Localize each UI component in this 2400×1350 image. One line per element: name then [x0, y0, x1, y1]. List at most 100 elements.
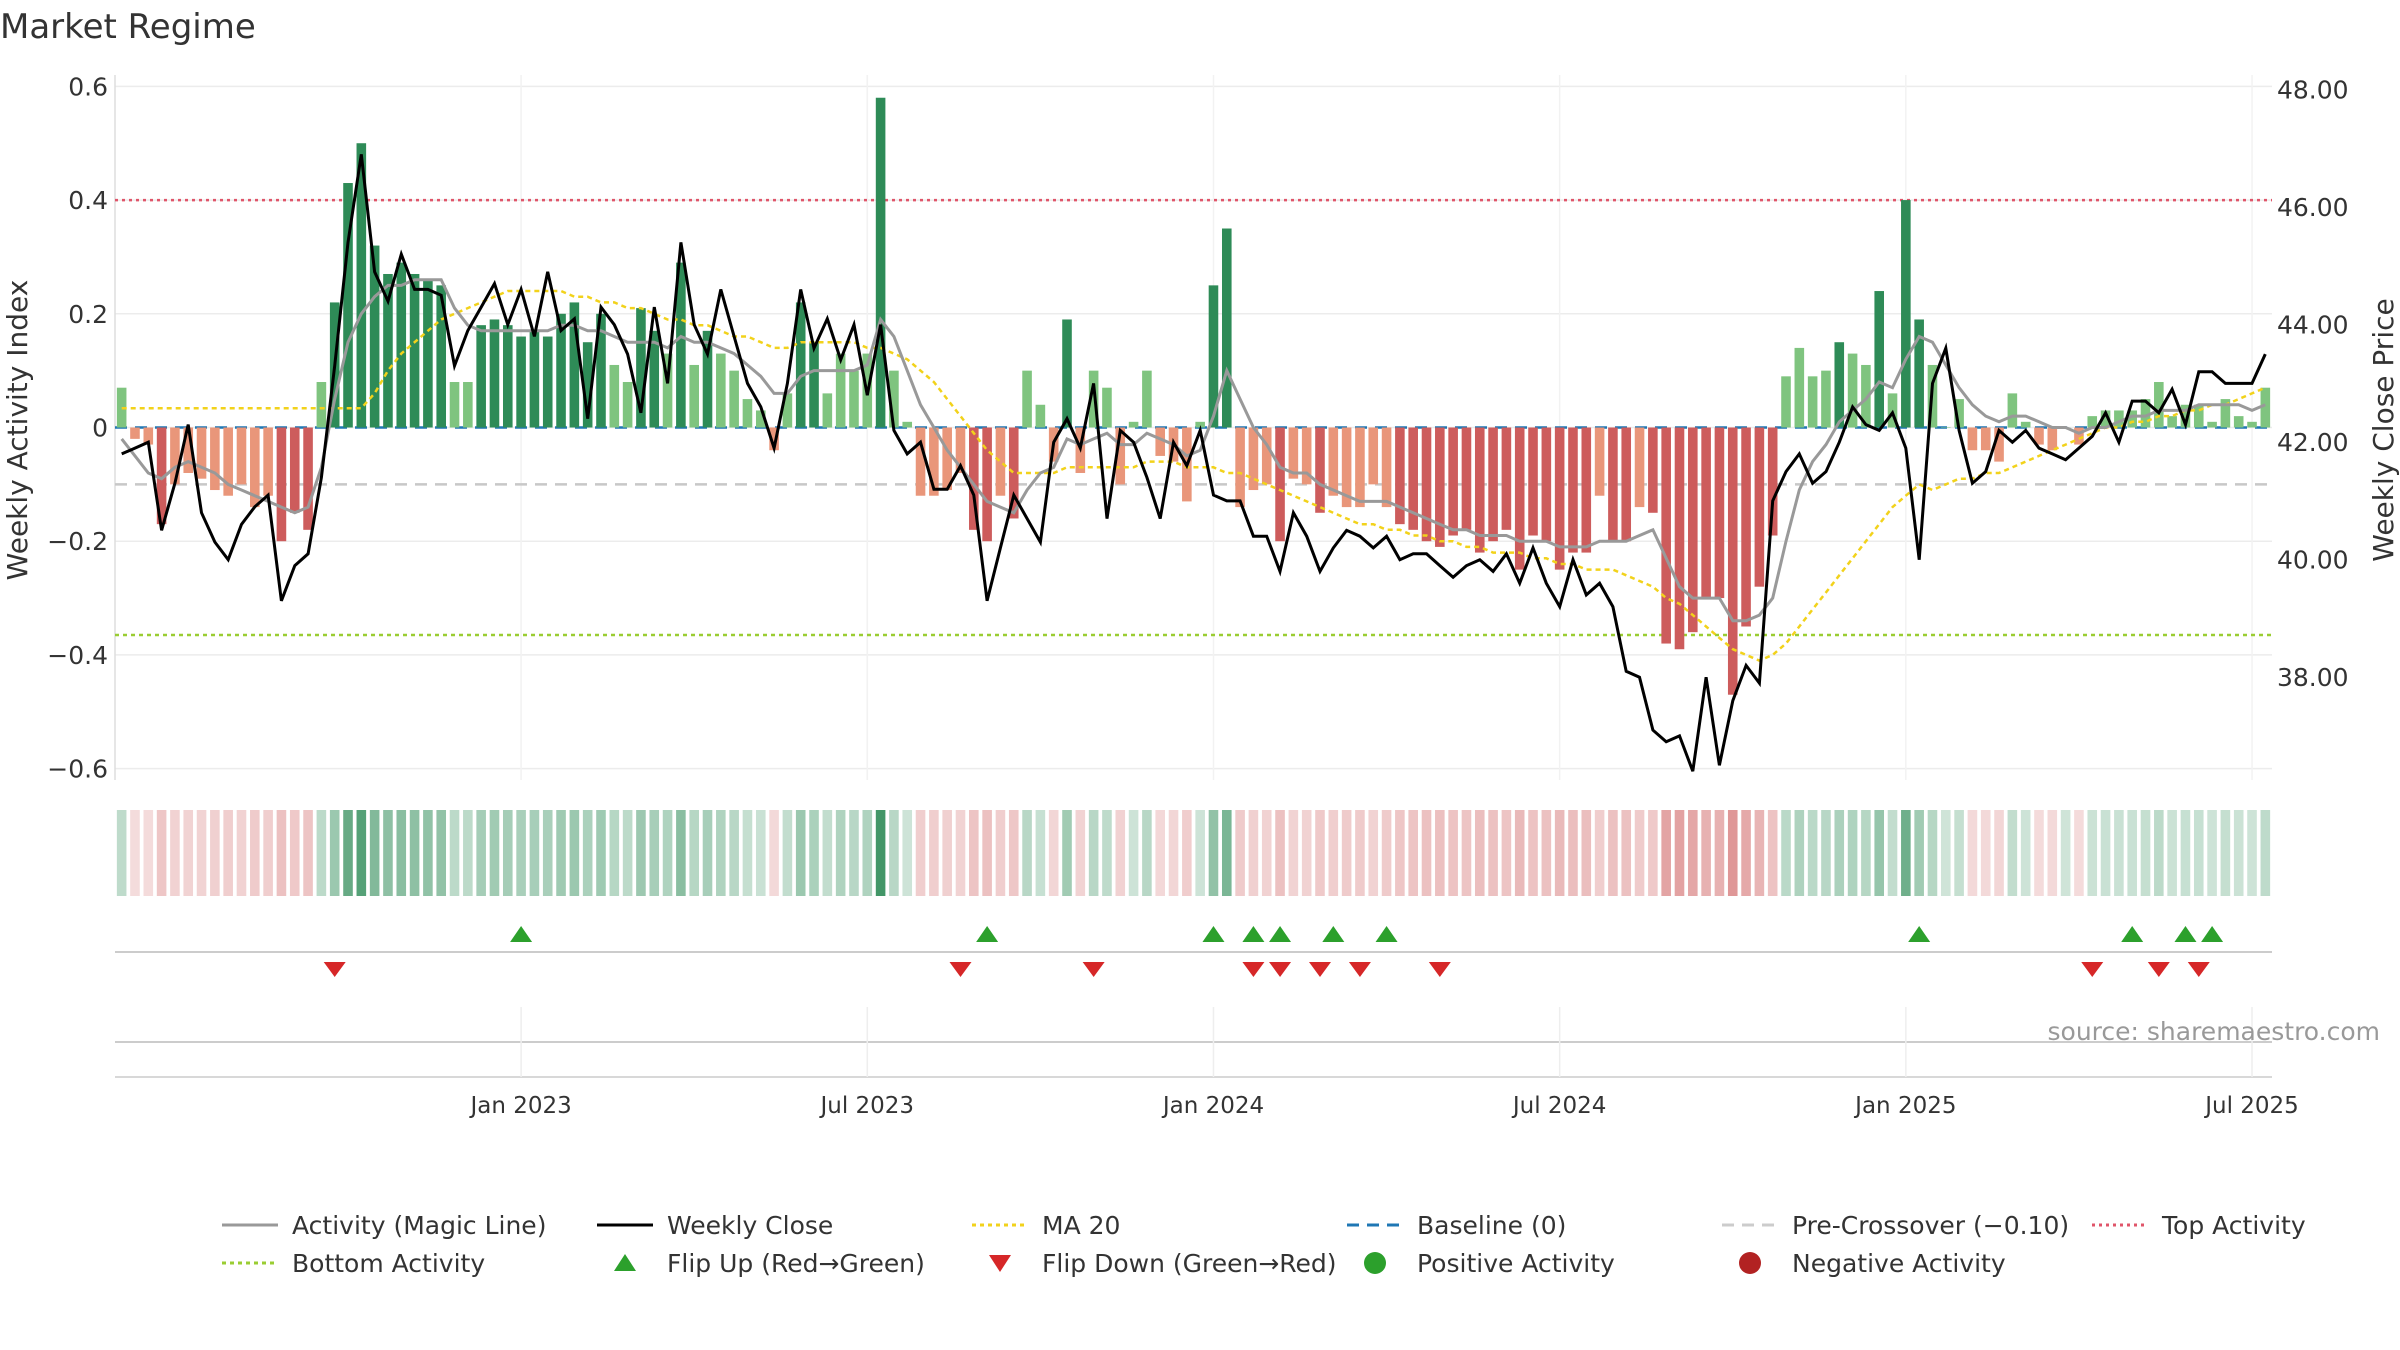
activity-bar: [2047, 427, 2058, 451]
regime-cell: [1568, 810, 1578, 896]
activity-bar: [223, 427, 233, 496]
activity-bar: [1448, 427, 1458, 536]
flip-up-marker: [1242, 926, 1265, 942]
activity-bar: [1235, 427, 1245, 508]
activity-bar: [875, 97, 886, 428]
activity-bar: [1661, 427, 1671, 644]
regime-cell: [1514, 810, 1525, 896]
regime-cell: [1581, 810, 1592, 896]
activity-bar: [1341, 427, 1352, 508]
activity-bar: [2220, 399, 2231, 428]
activity-bar: [1874, 291, 1885, 428]
regime-cell: [2114, 810, 2124, 896]
regime-cell: [2167, 810, 2177, 896]
regime-cell: [1701, 810, 1711, 896]
regime-cell: [1648, 810, 1658, 896]
regime-cell: [689, 810, 699, 896]
regime-cell: [1128, 810, 1139, 896]
regime-cell: [582, 810, 593, 896]
activity-bar: [1608, 427, 1618, 542]
activity-bar: [1195, 421, 1205, 428]
y2-tick-label: 38.00: [2277, 663, 2349, 692]
magic-line: [120, 278, 2266, 623]
regime-cell: [1927, 810, 1938, 896]
flip-down-marker: [1269, 962, 1292, 977]
legend-item: Negative Activity: [1739, 1249, 2006, 1278]
flip-up-marker: [2121, 926, 2144, 942]
x-tick-label: Jul 2023: [818, 1093, 914, 1119]
regime-cell: [356, 810, 367, 896]
activity-bar: [1634, 427, 1645, 508]
y-tick-label: −0.4: [47, 641, 108, 670]
activity-bar: [755, 410, 766, 428]
y-axis-label: Weekly Activity Index: [1, 280, 34, 581]
legend-label: Baseline (0): [1417, 1211, 1566, 1240]
legend-item: Flip Down (Green→Red): [989, 1249, 1337, 1278]
activity-bar: [1208, 285, 1219, 428]
activity-bar: [889, 370, 899, 428]
activity-bar: [942, 427, 952, 491]
regime-cell: [1421, 810, 1432, 896]
activity-bar: [1528, 427, 1538, 536]
regime-cell: [2180, 810, 2191, 896]
activity-bar: [1102, 387, 1112, 428]
legend-label: Flip Down (Green→Red): [1042, 1249, 1337, 1278]
flip-up-marker: [1202, 926, 1225, 942]
regime-cell: [1714, 810, 1725, 896]
activity-bar: [1408, 427, 1418, 530]
chart-title: Market Regime: [0, 7, 256, 47]
regime-cell: [809, 810, 819, 896]
regime-cell: [622, 810, 633, 896]
regime-cell: [383, 810, 393, 896]
activity-bar: [1754, 427, 1765, 587]
activity-bar: [1901, 200, 1911, 428]
regime-cell: [423, 810, 433, 896]
activity-bar: [316, 382, 327, 428]
flip-markers: [115, 926, 2272, 1078]
legend-item: Bottom Activity: [222, 1249, 485, 1278]
regime-cell: [1381, 810, 1392, 896]
regime-cell: [1661, 810, 1671, 896]
regime-cell: [2140, 810, 2151, 896]
regime-cell: [116, 810, 127, 896]
regime-cell: [1861, 810, 1871, 896]
activity-bar: [1155, 427, 1166, 456]
activity-bar: [1847, 353, 1858, 428]
legend-label: Top Activity: [2161, 1211, 2306, 1240]
regime-cell: [1155, 810, 1166, 896]
activity-bar: [2007, 393, 2018, 428]
y2-tick-label: 40.00: [2277, 546, 2349, 575]
regime-cell: [995, 810, 1006, 896]
regime-cell: [183, 810, 194, 896]
regime-cell: [729, 810, 739, 896]
y2-axis-label: Weekly Close Price: [2367, 298, 2400, 561]
regime-cell: [2087, 810, 2098, 896]
regime-strip: [116, 810, 2271, 896]
regime-cell: [1008, 810, 1019, 896]
flip-down-marker: [323, 962, 346, 977]
regime-cell: [210, 810, 220, 896]
source-label: source: sharemaestro.com: [2048, 1017, 2381, 1046]
x-tick-label: Jul 2025: [2203, 1093, 2299, 1119]
regime-cell: [1767, 810, 1778, 896]
activity-bar: [1474, 427, 1485, 553]
activity-bar: [582, 342, 593, 428]
legend-label: Weekly Close: [667, 1211, 833, 1240]
flip-down-marker: [1082, 962, 1105, 977]
activity-bar: [915, 427, 926, 496]
activity-bar: [1008, 427, 1019, 519]
flip-down-marker: [2187, 962, 2210, 977]
activity-bar: [516, 336, 526, 428]
activity-bar: [1794, 347, 1805, 428]
activity-bar: [809, 342, 819, 428]
regime-cell: [130, 810, 140, 896]
x-tick-label: Jan 2025: [1853, 1093, 1956, 1119]
regime-cell: [1328, 810, 1339, 896]
activity-bar: [2020, 421, 2031, 428]
activity-bar: [1741, 427, 1751, 627]
regime-cell: [1408, 810, 1418, 896]
regime-cell: [1075, 810, 1086, 896]
regime-cell: [1741, 810, 1751, 896]
regime-cell: [449, 810, 460, 896]
activity-bar: [1115, 427, 1126, 485]
